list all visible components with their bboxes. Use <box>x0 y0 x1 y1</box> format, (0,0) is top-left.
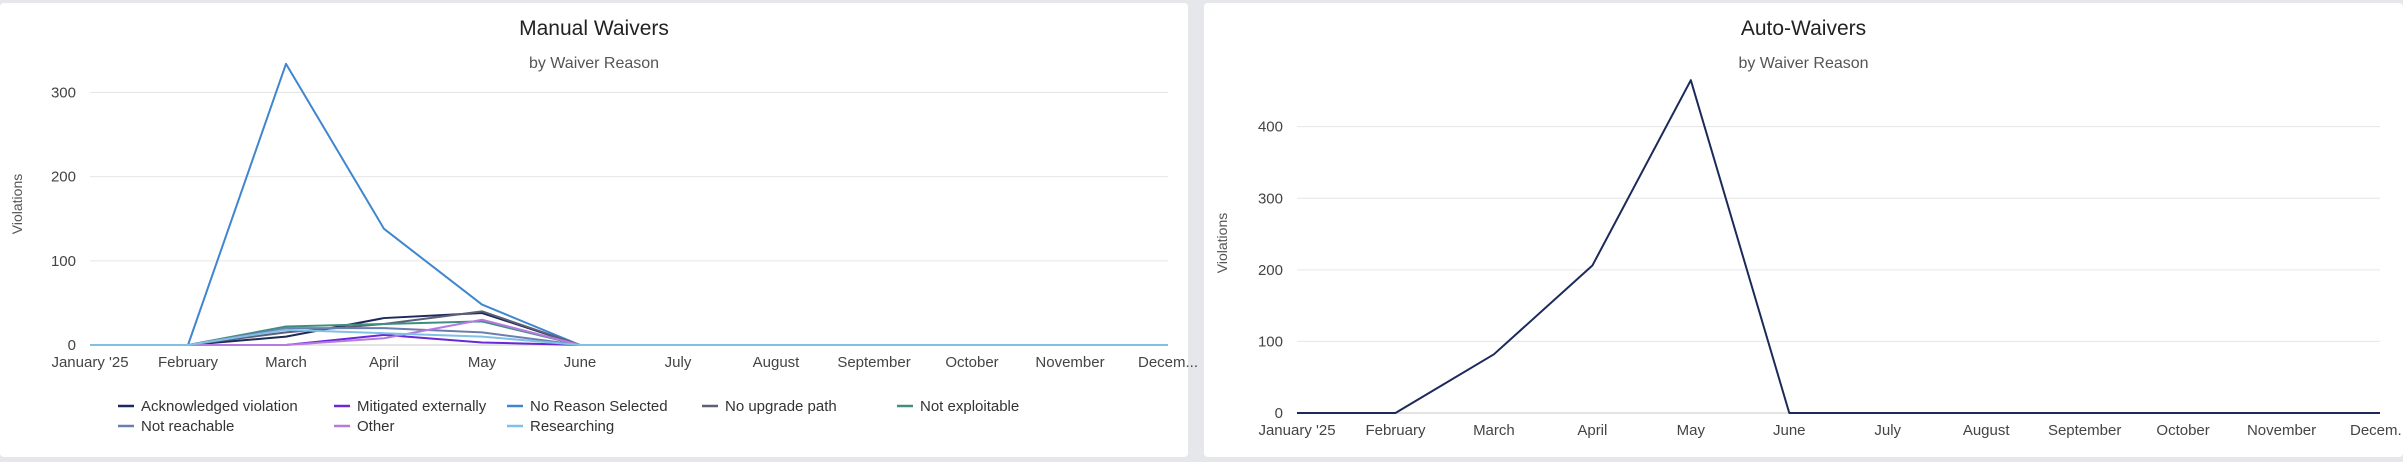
legend-item-label[interactable]: Other <box>357 418 395 435</box>
x-tick-label: November <box>1035 354 1104 371</box>
x-tick-label: September <box>2048 422 2121 439</box>
x-tick-label: June <box>564 354 597 371</box>
x-tick-label: January '25 <box>1258 422 1335 439</box>
y-axis-label: Violations <box>1214 213 1230 273</box>
x-tick-label: March <box>265 354 307 371</box>
x-tick-label: February <box>1365 422 1426 439</box>
y-tick-label: 0 <box>1275 405 1283 422</box>
x-tick-label: May <box>468 354 497 371</box>
x-tick-label: April <box>369 354 399 371</box>
auto-waivers-panel: Auto-Waivers by Waiver Reason 0 100 200 300… <box>1204 3 2403 457</box>
x-tick-label: July <box>1874 422 1901 439</box>
x-tick-label: August <box>1963 422 2011 439</box>
legend-item-label[interactable]: Not reachable <box>141 418 234 435</box>
chart-title: Auto-Waivers <box>1740 17 1867 40</box>
y-tick-label: 300 <box>51 84 76 101</box>
x-tick-label: October <box>2156 422 2209 439</box>
x-tick-label: Decem... <box>1138 354 1198 371</box>
legend-item-label[interactable]: Acknowledged violation <box>141 398 298 415</box>
auto-waivers-chart: 0 100 200 300 400 January '25 February March Apr… <box>1214 79 2403 439</box>
legend-item-label[interactable]: Not exploitable <box>920 398 1019 415</box>
x-tick-label: February <box>158 354 219 371</box>
legend-item-label[interactable]: No upgrade path <box>725 398 837 415</box>
x-tick-label: January '25 <box>51 354 128 371</box>
chart-subtitle: by Waiver Reason <box>1738 55 1869 72</box>
x-tick-label: Decem... <box>2350 422 2403 439</box>
series-line[interactable] <box>90 328 1168 346</box>
chart-title: Manual Waivers <box>519 17 669 40</box>
manual-waivers-panel: Manual Waivers by Waiver Reason 0 100 200 3… <box>0 3 1198 457</box>
x-tick-label: May <box>1677 422 1706 439</box>
y-axis-label: Violations <box>9 174 25 234</box>
legend-item-label[interactable]: No Reason Selected <box>530 398 668 415</box>
y-tick-label: 200 <box>1258 262 1283 279</box>
x-tick-label: April <box>1577 422 1607 439</box>
series-line[interactable] <box>1297 79 2380 414</box>
y-tick-label: 100 <box>51 253 76 270</box>
legend-item-label[interactable]: Mitigated externally <box>357 398 487 415</box>
x-tick-label: July <box>665 354 692 371</box>
x-tick-label: November <box>2247 422 2316 439</box>
y-tick-label: 0 <box>68 337 76 354</box>
y-tick-label: 200 <box>51 169 76 186</box>
series-line[interactable] <box>90 62 1168 346</box>
chart-subtitle: by Waiver Reason <box>528 55 660 72</box>
manual-waivers-chart: 0 100 200 300 January '25 February March April M… <box>9 62 1198 435</box>
series-line[interactable] <box>90 312 1168 346</box>
legend-item-label[interactable]: Researching <box>530 418 614 435</box>
y-tick-label: 300 <box>1258 190 1283 207</box>
x-tick-label: October <box>945 354 998 371</box>
y-tick-label: 100 <box>1258 333 1283 350</box>
y-tick-label: 400 <box>1258 119 1283 136</box>
x-tick-label: March <box>1473 422 1515 439</box>
x-tick-label: August <box>753 354 801 371</box>
x-tick-label: June <box>1773 422 1806 439</box>
x-tick-label: September <box>837 354 910 371</box>
